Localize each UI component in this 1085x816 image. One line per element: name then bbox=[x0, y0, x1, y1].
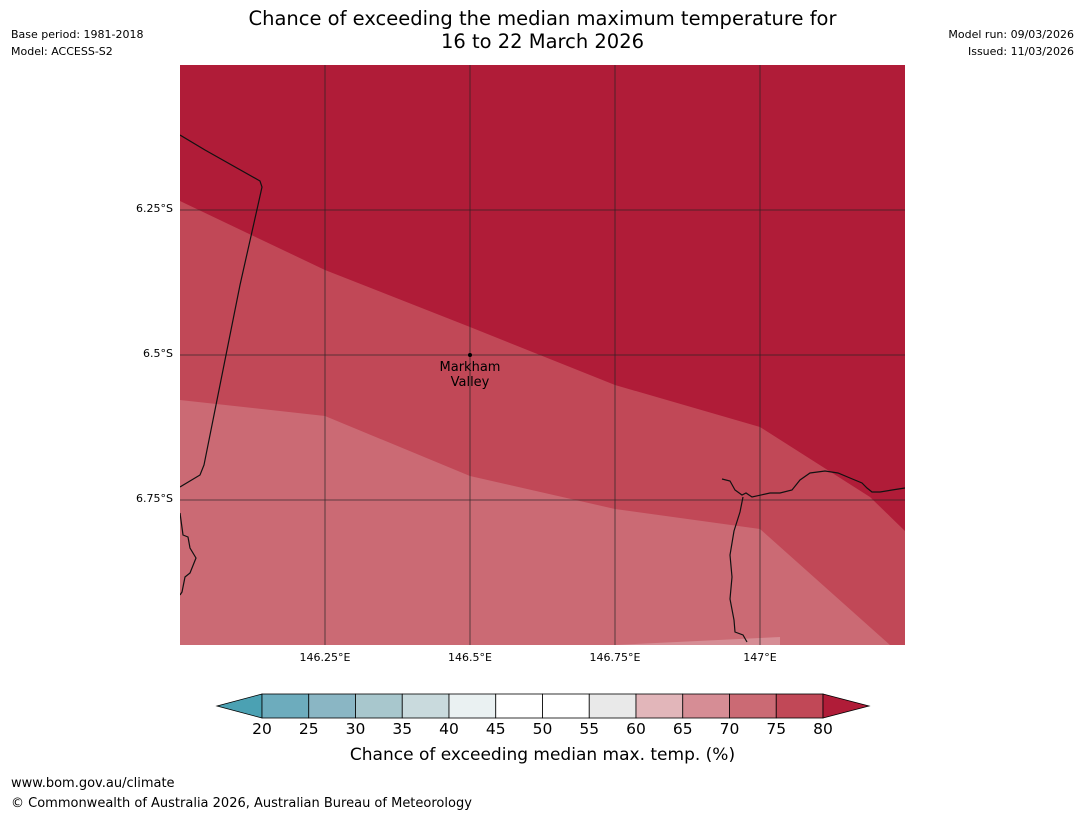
colorbar-label: Chance of exceeding median max. temp. (%… bbox=[349, 745, 736, 765]
colorbar-tick-label: 70 bbox=[719, 720, 740, 738]
colorbar-cell bbox=[448, 693, 497, 719]
base-period-text: Base period: 1981-2018 bbox=[11, 28, 144, 41]
colorbar-tick-label: 75 bbox=[766, 720, 787, 738]
colorbar-cell bbox=[729, 693, 777, 719]
colorbar-tick-label: 80 bbox=[813, 720, 833, 738]
lat-label-6-75: 6.75°S bbox=[136, 492, 173, 505]
lat-label-6-5: 6.5°S bbox=[143, 347, 173, 360]
colorbar-cell bbox=[588, 693, 637, 719]
colorbar-tick-label: 45 bbox=[485, 720, 506, 738]
colorbar-tick-label: 25 bbox=[298, 720, 319, 738]
colorbar-cell bbox=[542, 693, 590, 719]
colorbar bbox=[215, 693, 871, 719]
place-marker-markham-valley bbox=[468, 353, 472, 357]
lon-label-147: 147°E bbox=[743, 651, 777, 664]
model-text: Model: ACCESS-S2 bbox=[11, 45, 113, 58]
title-line-2: 16 to 22 March 2026 bbox=[440, 30, 645, 53]
lon-label-146-75: 146.75°E bbox=[589, 651, 641, 664]
place-label-markham-valley: Markham Valley bbox=[410, 360, 530, 390]
colorbar-tick-label: 35 bbox=[392, 720, 413, 738]
colorbar-tick-label: 20 bbox=[252, 720, 272, 738]
colorbar-cell bbox=[682, 693, 730, 719]
colorbar-tick-label: 60 bbox=[626, 720, 646, 738]
colorbar-cell bbox=[261, 693, 310, 719]
lat-label-6-25: 6.25°S bbox=[136, 202, 173, 215]
colorbar-tick-label: 30 bbox=[345, 720, 366, 738]
title-line-1: Chance of exceeding the median maximum t… bbox=[248, 7, 837, 30]
lon-label-146-25: 146.25°E bbox=[299, 651, 351, 664]
lon-label-146-5: 146.5°E bbox=[448, 651, 492, 664]
map-title: Chance of exceeding the median maximum t… bbox=[180, 7, 905, 53]
colorbar-extension-low bbox=[215, 693, 263, 719]
graticule bbox=[180, 65, 905, 645]
colorbar-cell bbox=[635, 693, 684, 719]
colorbar-cell bbox=[401, 693, 450, 719]
zone-65-70 bbox=[615, 637, 780, 645]
colorbar-tick-label: 55 bbox=[579, 720, 600, 738]
colorbar-cell bbox=[495, 693, 543, 719]
colorbar-extension-high bbox=[822, 693, 871, 719]
footer-url: www.bom.gov.au/climate bbox=[11, 776, 175, 791]
coastline bbox=[180, 134, 905, 643]
colorbar-tick-label: 40 bbox=[439, 720, 459, 738]
place-label-line-1: Markham bbox=[439, 360, 501, 375]
metadata-right: Model run: 09/03/2026 Issued: 11/03/2026 bbox=[948, 26, 1074, 60]
zone-70-75 bbox=[180, 400, 890, 645]
probability-map bbox=[180, 65, 905, 645]
colorbar-cell bbox=[355, 693, 403, 719]
issued-text: Issued: 11/03/2026 bbox=[967, 45, 1074, 58]
colorbar-tick-label: 65 bbox=[672, 720, 693, 738]
model-run-text: Model run: 09/03/2026 bbox=[948, 28, 1074, 41]
place-label-line-2: Valley bbox=[450, 375, 490, 390]
metadata-left: Base period: 1981-2018 Model: ACCESS-S2 bbox=[11, 26, 143, 60]
colorbar-cell bbox=[775, 693, 824, 719]
footer-copyright: © Commonwealth of Australia 2026, Austra… bbox=[11, 796, 472, 811]
colorbar-tick-label: 50 bbox=[532, 720, 553, 738]
colorbar-cell bbox=[308, 693, 356, 719]
